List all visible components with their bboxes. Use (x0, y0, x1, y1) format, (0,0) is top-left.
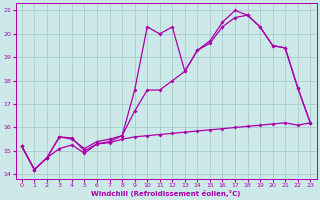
X-axis label: Windchill (Refroidissement éolien,°C): Windchill (Refroidissement éolien,°C) (91, 190, 241, 197)
